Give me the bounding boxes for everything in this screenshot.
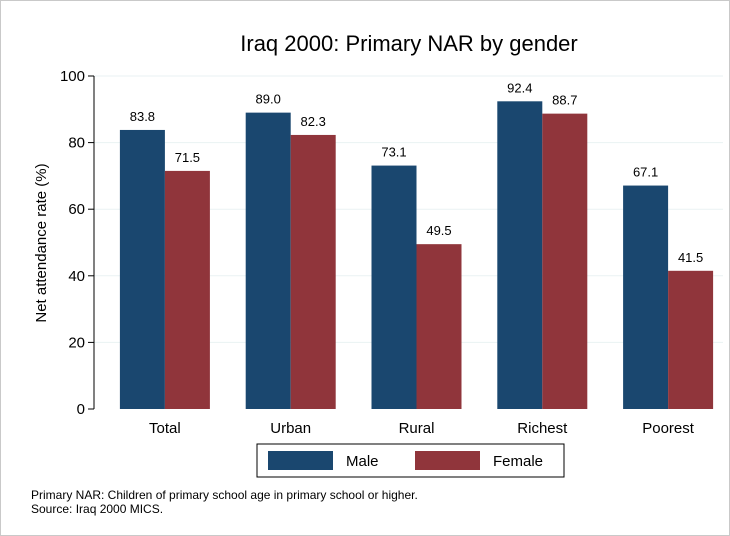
bar-female-poorest: [668, 270, 714, 409]
legend-swatch-male: [268, 451, 333, 470]
bar-male-urban: [245, 112, 291, 409]
value-label-female-total: 71.5: [175, 150, 200, 165]
value-label-male-urban: 89.0: [256, 92, 281, 107]
legend: Male Female: [256, 443, 565, 478]
bar-male-poorest: [623, 185, 669, 409]
x-tick-label-urban: Urban: [270, 420, 311, 437]
y-axis-label: Net attendance rate (%): [33, 163, 50, 322]
legend-swatch-female: [415, 451, 480, 470]
value-label-male-total: 83.8: [130, 109, 155, 124]
bar-male-total: [119, 129, 165, 410]
value-label-male-richest: 92.4: [507, 80, 532, 95]
bar-female-urban: [290, 134, 336, 410]
value-label-female-richest: 88.7: [552, 93, 577, 108]
value-label-female-urban: 82.3: [301, 114, 326, 129]
chart-note: Primary NAR: Children of primary school …: [31, 488, 418, 502]
chart-title: Iraq 2000: Primary NAR by gender: [240, 31, 578, 56]
bar-male-richest: [497, 101, 543, 410]
x-tick-label-rural: Rural: [399, 420, 435, 437]
value-label-male-rural: 73.1: [381, 145, 406, 160]
legend-label-male: Male: [346, 453, 379, 470]
axes: 0 20 40 60 80 100 Total Urban Rural Richest Poores…: [60, 68, 695, 437]
x-tick-label-richest: Richest: [517, 420, 568, 437]
legend-label-female: Female: [493, 453, 543, 470]
bar-female-total: [164, 170, 210, 409]
value-label-female-rural: 49.5: [426, 223, 451, 238]
y-tick-label: 80: [68, 135, 85, 152]
bar-female-rural: [416, 244, 462, 409]
y-tick-label: 0: [77, 401, 85, 418]
y-tick-label: 20: [68, 334, 85, 351]
y-tick-label: 60: [68, 201, 85, 218]
bars: [119, 101, 714, 410]
value-label-female-poorest: 41.5: [678, 250, 703, 265]
value-labels: 83.8 71.5 89.0 82.3 73.1 49.5 92.4 88.7 67.1 41.5: [130, 80, 704, 264]
y-tick-label: 100: [60, 68, 85, 85]
x-tick-label-poorest: Poorest: [642, 420, 695, 437]
bar-male-rural: [371, 165, 417, 409]
y-tick-label: 40: [68, 268, 85, 285]
value-label-male-poorest: 67.1: [633, 165, 658, 180]
x-tick-label-total: Total: [149, 420, 181, 437]
bar-female-richest: [542, 113, 588, 409]
chart-source: Source: Iraq 2000 MICS.: [31, 502, 164, 516]
